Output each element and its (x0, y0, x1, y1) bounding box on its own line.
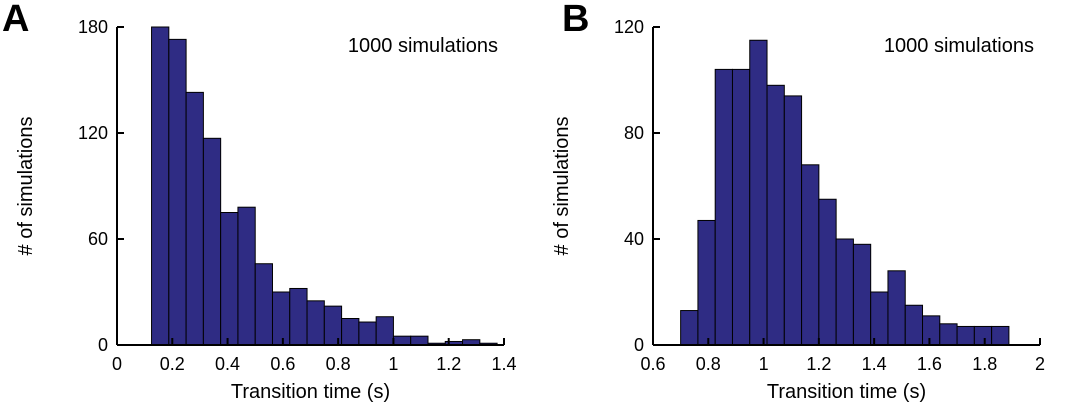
histogram-bar (904, 304, 924, 346)
annotation: 1000 simulations (884, 35, 1034, 57)
y-tick-label: 80 (624, 123, 644, 143)
x-tick-label: 2 (1035, 354, 1045, 374)
histogram-bar (151, 26, 170, 346)
histogram-bar (697, 219, 716, 346)
panel-letter: B (562, 0, 590, 40)
histogram-bar (818, 198, 837, 346)
histogram-bar (783, 95, 803, 346)
histogram-bar (220, 212, 239, 346)
histogram-bar (168, 38, 187, 346)
histogram-bar (202, 137, 222, 346)
y-tick-label: 60 (88, 229, 108, 249)
x-tick-label: 0.2 (160, 354, 185, 374)
panel-b: B 0.6 0.8 1 1.2 1.4 1.6 1.8 2 0 40 80 120 Transition… (536, 0, 1073, 410)
annotation: 1000 simulations (348, 35, 498, 57)
y-axis-label: # of simulations (551, 117, 573, 256)
histogram-bar (306, 300, 325, 346)
histogram-bar (731, 68, 751, 346)
histogram-bar (766, 84, 785, 346)
x-tick-label: 0.8 (326, 354, 351, 374)
y-tick-label: 40 (624, 229, 644, 249)
histogram-bar (680, 310, 699, 346)
panel-a: A 0 0.2 0.4 0.6 0.8 1 1.2 1.4 0 60 120 180 Transitio… (2, 0, 517, 403)
x-tick-label: 1.6 (917, 354, 942, 374)
x-tick-label: 0.6 (270, 354, 295, 374)
y-tick-label: 120 (78, 123, 108, 143)
panel-letter: A (2, 0, 30, 40)
histogram-bar (852, 243, 872, 346)
histogram-bar (375, 316, 394, 346)
x-tick-label: 1.4 (862, 354, 887, 374)
histogram-bar (870, 291, 889, 346)
x-tick-label: 0 (112, 354, 122, 374)
histogram-bar (939, 323, 958, 346)
histogram-bar (973, 325, 993, 346)
histogram-bar (271, 291, 291, 346)
histogram-bar (254, 263, 273, 346)
histogram-bar (185, 91, 204, 346)
x-tick-label: 1.2 (806, 354, 831, 374)
x-tick-label: 1.4 (491, 354, 516, 374)
histogram-bar (289, 287, 308, 346)
histogram-bar (801, 164, 820, 346)
x-tick-label: 0.8 (696, 354, 721, 374)
histogram-bar (410, 335, 429, 346)
x-axis-label: Transition time (s) (767, 381, 926, 403)
histogram-bar (714, 68, 733, 346)
histogram-chart-b: 0.6 0.8 1 1.2 1.4 1.6 1.8 2 0 40 80 120 Transition t… (551, 17, 1045, 403)
histogram-bar (835, 238, 854, 346)
x-tick-label: 0.4 (215, 354, 240, 374)
histogram-bar (749, 39, 768, 346)
x-tick-label: 1.8 (972, 354, 997, 374)
histogram-bar (237, 206, 256, 346)
x-tick-label: 1 (759, 354, 769, 374)
x-tick-label: 0.6 (640, 354, 665, 374)
y-tick-label: 120 (614, 17, 644, 37)
y-axis-label: # of simulations (15, 117, 37, 256)
histogram-bar (392, 335, 412, 346)
histogram-bar (922, 315, 941, 346)
histogram-bar (341, 318, 360, 346)
histogram-bar (358, 321, 377, 346)
x-tick-label: 1 (388, 354, 398, 374)
histogram-bar (956, 325, 975, 346)
y-tick-label: 180 (78, 17, 108, 37)
histogram-bar (991, 325, 1010, 346)
histogram-chart-a: 0 0.2 0.4 0.6 0.8 1 1.2 1.4 0 60 120 180 Transition … (15, 17, 517, 403)
x-axis-label: Transition time (s) (231, 381, 390, 403)
y-tick-label: 0 (98, 335, 108, 355)
y-tick-label: 0 (634, 335, 644, 355)
x-tick-label: 1.2 (436, 354, 461, 374)
histogram-bar (887, 270, 906, 346)
